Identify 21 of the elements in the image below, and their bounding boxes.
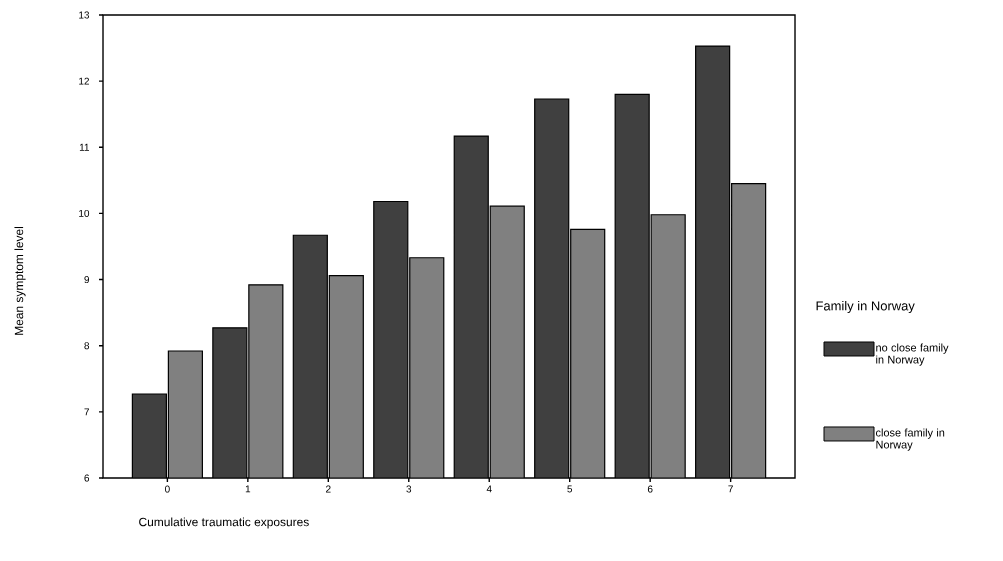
x-tick-label: 7 — [728, 485, 733, 493]
x-axis-title: Cumulative traumatic exposures — [139, 517, 309, 529]
legend-title: Family in Norway — [816, 300, 915, 314]
y-tick-label: 13 — [79, 11, 90, 19]
y-tick-label: 9 — [84, 276, 90, 284]
y-tick-label: 7 — [84, 408, 89, 416]
x-tick-label: 6 — [647, 485, 653, 493]
x-tick-label: 1 — [245, 485, 251, 493]
x-tick-label: 0 — [165, 485, 170, 493]
y-tick-label: 6 — [84, 474, 90, 482]
y-tick-label: 12 — [79, 77, 89, 85]
y-tick-label: 8 — [84, 342, 90, 350]
y-tick-label: 11 — [79, 143, 90, 151]
x-tick-label: 3 — [406, 485, 412, 493]
legend-label: close family in Norway — [875, 428, 945, 451]
y-tick-label: 10 — [79, 209, 90, 217]
x-tick-label: 4 — [486, 485, 492, 493]
x-tick-label: 2 — [326, 485, 331, 493]
y-axis-title: Mean symptom level — [14, 226, 26, 335]
x-tick-label: 5 — [567, 485, 573, 493]
legend-label: no close family in Norway — [876, 343, 949, 366]
